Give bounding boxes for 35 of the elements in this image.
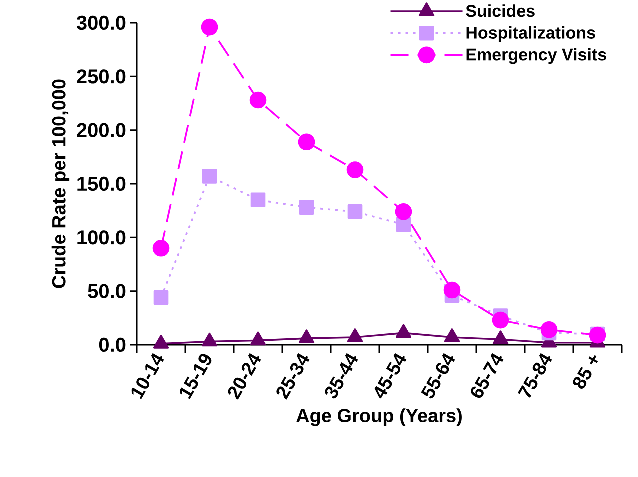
point <box>347 328 364 342</box>
point <box>492 330 509 345</box>
y-tick-label: 0.0 <box>99 338 126 352</box>
point <box>540 322 558 338</box>
point <box>202 332 218 347</box>
legend-label: Suicides <box>466 4 535 18</box>
point <box>395 204 412 220</box>
y-tick-label: 100.0 <box>78 230 126 245</box>
point <box>348 204 363 220</box>
y-axis-title: Crude Rate per 100,000 <box>52 80 70 288</box>
y-tick-label: 50.0 <box>88 284 126 298</box>
legend-label: Hospitalizations <box>466 26 596 42</box>
point <box>250 332 266 346</box>
x-tick-label: 85 + <box>573 355 598 390</box>
x-axis-title: Age Group (Years) <box>296 408 462 426</box>
point <box>250 192 266 208</box>
point <box>154 290 169 306</box>
legend-label: Emergency Visits <box>466 48 606 64</box>
y-tick-label: 150.0 <box>78 176 126 192</box>
point <box>153 335 170 349</box>
y-tick-label: 200.0 <box>77 123 126 138</box>
point <box>202 169 218 184</box>
point <box>492 312 510 329</box>
y-tick-label: 300.0 <box>76 16 126 30</box>
point <box>201 18 218 36</box>
point <box>298 134 316 151</box>
point <box>396 324 412 338</box>
point <box>250 92 267 109</box>
point <box>444 282 461 299</box>
point <box>299 200 314 216</box>
point <box>152 240 170 257</box>
point <box>346 162 364 178</box>
y-tick-label: 250.0 <box>77 70 126 84</box>
point <box>444 328 460 342</box>
point <box>298 330 315 344</box>
